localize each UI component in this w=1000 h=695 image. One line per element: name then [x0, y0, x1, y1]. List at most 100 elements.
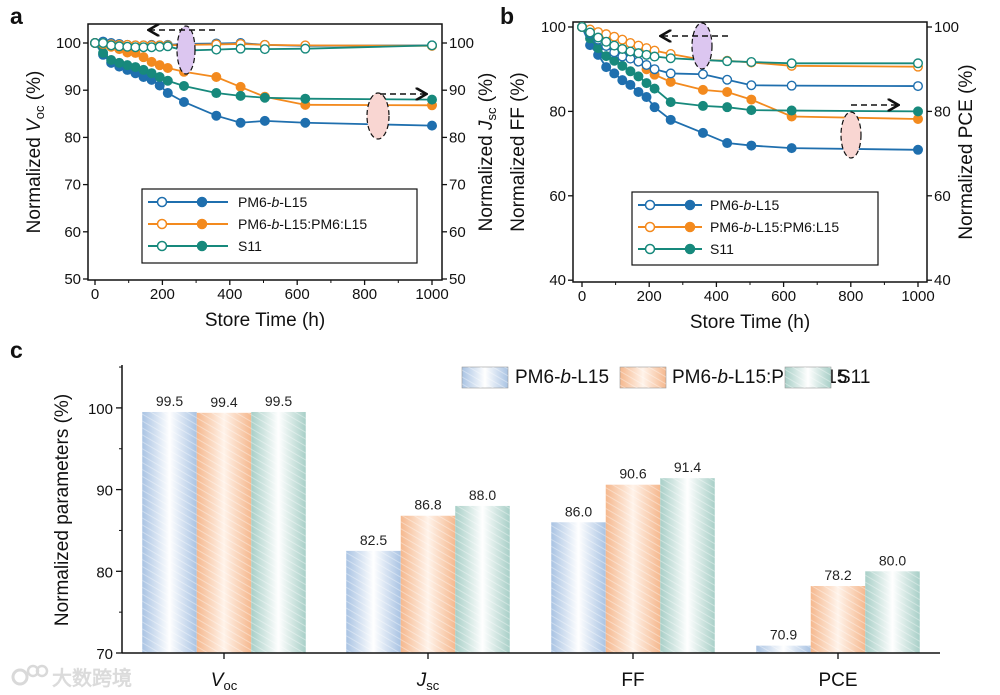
panel-label-b: b	[500, 3, 514, 29]
data-point	[617, 43, 628, 54]
series-pm6-b-l15-pce	[577, 22, 924, 155]
bar-value-label: 99.5	[156, 393, 183, 409]
legend-swatch-hatch	[620, 367, 666, 388]
bar-pm6-b-l15-1: 82.5	[346, 532, 401, 653]
y-axis-title: Normalized parameters (%)	[52, 394, 73, 626]
data-point	[146, 42, 157, 53]
legend-label-part: -L15	[571, 367, 609, 388]
bar-value-label: 90.6	[619, 466, 646, 482]
x-axis-title: Store Time (h)	[205, 310, 325, 331]
x-tick-label: 1000	[901, 288, 934, 305]
data-point	[665, 68, 676, 79]
legend-label-part: PM6-	[515, 367, 560, 388]
data-point	[746, 140, 757, 151]
data-point	[722, 56, 733, 67]
legend-filled-marker	[684, 221, 696, 233]
data-point	[746, 57, 757, 68]
bar-value-label: 99.5	[265, 393, 292, 409]
bar-hatch	[865, 571, 920, 653]
data-point	[722, 74, 733, 85]
data-point	[89, 38, 100, 49]
legend-filled-marker	[196, 196, 208, 208]
data-point	[633, 56, 644, 67]
data-point	[235, 90, 246, 101]
y-right-axis-title-part: J	[476, 120, 497, 131]
legend-open-marker	[644, 221, 656, 233]
data-point	[625, 79, 636, 90]
legend-item-0: PM6-b-L15	[461, 366, 609, 389]
legend-item-2: S11	[148, 238, 262, 254]
panel-label-a: a	[10, 3, 23, 29]
y-right-axis-title-part: Normalized	[476, 130, 497, 231]
data-point	[300, 117, 311, 128]
y-left-axis-title: Normalized Voc (%)	[24, 71, 47, 234]
y-left-tick-label: 60	[549, 188, 566, 205]
bar-hatch	[660, 478, 715, 653]
data-point	[427, 120, 438, 131]
data-point	[649, 64, 660, 75]
data-point	[114, 41, 125, 52]
bar-hatch	[605, 484, 661, 653]
legend-open-marker	[156, 196, 168, 208]
right-axis-ellipse	[366, 92, 390, 140]
data-point	[913, 144, 924, 155]
data-point	[913, 58, 924, 69]
data-point	[601, 36, 612, 47]
y-tick-label: 80	[96, 564, 113, 581]
data-point	[633, 48, 644, 59]
y-left-tick-label: 60	[64, 224, 81, 241]
bar-s11-2: 91.4	[660, 459, 715, 653]
data-point	[211, 88, 222, 99]
legend-label-part: S11	[710, 241, 734, 257]
y-left-axis-title-part: Normalized	[24, 132, 45, 233]
y-left-tick-label: 80	[549, 103, 566, 120]
legend-swatch-hatch	[785, 367, 831, 388]
y-right-axis-title: Normalized Jsc (%)	[476, 73, 499, 232]
legend-item-0: PM6-b-L15	[148, 194, 307, 210]
legend-label-part: PM6-	[238, 216, 272, 232]
legend-label-part: -L15	[751, 197, 779, 213]
data-point	[649, 83, 660, 94]
legend-label: PM6-b-L15	[238, 194, 307, 210]
bar-hatch	[810, 586, 866, 653]
y-left-axis-title-part: Normalized FF (%)	[508, 72, 529, 231]
category-label: PCE	[818, 670, 857, 691]
y-right-axis-title-part: Normalized PCE (%)	[956, 64, 977, 239]
legend-open-marker	[156, 240, 168, 252]
category-label: Voc	[211, 670, 238, 693]
legend-label-part: S11	[238, 238, 262, 254]
data-point	[300, 43, 311, 54]
data-point	[746, 105, 757, 116]
y-left-axis-title-part: oc	[32, 105, 47, 119]
data-point	[625, 66, 636, 77]
category-label-main: PCE	[818, 670, 857, 691]
x-tick-label: 800	[352, 286, 377, 303]
data-point	[211, 71, 222, 82]
left-axis-ellipse	[176, 25, 196, 75]
bar-hatch	[142, 411, 197, 653]
bar-hatch	[196, 412, 252, 653]
data-point	[106, 54, 117, 65]
y-left-axis-title: Normalized FF (%)	[508, 72, 529, 231]
bar-s11-0: 99.5	[251, 393, 306, 653]
data-point	[593, 43, 604, 54]
y-right-tick-label: 100	[934, 19, 959, 36]
category-label-sub: sc	[426, 678, 440, 693]
data-point	[625, 38, 636, 49]
data-point	[609, 40, 620, 51]
legend-label-part: b	[560, 367, 571, 388]
y-right-tick-label: 50	[449, 271, 466, 288]
data-point	[154, 71, 165, 82]
data-point	[98, 47, 109, 58]
legend-label-part: S11	[838, 367, 870, 388]
data-point	[609, 68, 620, 79]
bar-hatch	[346, 550, 401, 653]
legend-label-part: PM6-	[672, 367, 717, 388]
legend-open-marker	[644, 199, 656, 211]
bar-hatch	[455, 505, 510, 653]
data-point	[697, 69, 708, 80]
data-point	[235, 43, 246, 54]
data-point	[427, 40, 438, 51]
